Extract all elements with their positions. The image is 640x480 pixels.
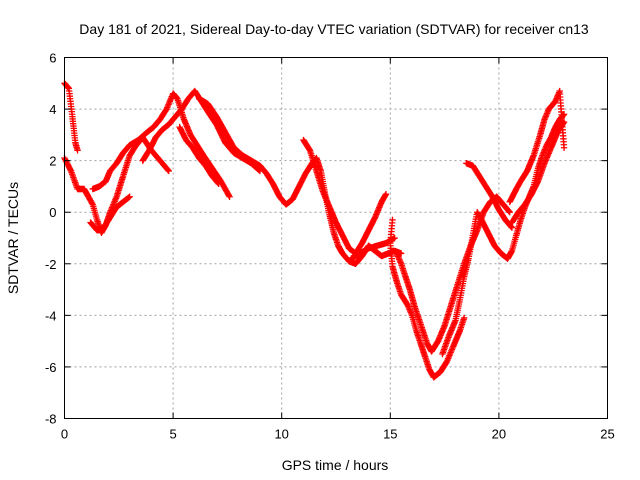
data-point bbox=[126, 193, 133, 200]
series-track-13 bbox=[463, 160, 516, 231]
data-point bbox=[382, 190, 390, 198]
series-track-7 bbox=[195, 95, 405, 267]
x-tick-label: 5 bbox=[169, 427, 176, 442]
y-tick-label: -8 bbox=[45, 412, 57, 427]
data-point bbox=[88, 199, 96, 207]
data-point bbox=[226, 193, 233, 200]
x-tick-label: 0 bbox=[61, 427, 68, 442]
data-point bbox=[560, 144, 568, 151]
plot-frame bbox=[64, 57, 608, 419]
series-track-4 bbox=[89, 90, 233, 200]
data-point bbox=[164, 166, 172, 174]
data-point bbox=[506, 209, 513, 216]
data-point bbox=[560, 119, 567, 127]
data-point bbox=[64, 84, 72, 91]
data-point bbox=[74, 147, 81, 154]
data-point bbox=[67, 166, 74, 173]
series-track-3 bbox=[87, 193, 133, 234]
series-track-10 bbox=[387, 216, 468, 381]
x-tick-label: 25 bbox=[600, 427, 614, 442]
data-point bbox=[214, 179, 222, 187]
x-tick-label: 10 bbox=[274, 427, 288, 442]
data-point bbox=[505, 208, 513, 215]
y-axis-label: SDTVAR / TECUs bbox=[5, 182, 21, 294]
y-tick-label: 4 bbox=[49, 102, 56, 117]
data-point bbox=[460, 314, 468, 322]
series-track-6 bbox=[176, 123, 222, 188]
data-point bbox=[225, 192, 233, 199]
y-tick-label: -6 bbox=[45, 360, 57, 375]
x-tick-label: 20 bbox=[492, 427, 506, 442]
x-axis-label: GPS time / hours bbox=[282, 457, 389, 473]
data-point bbox=[165, 167, 172, 175]
data-marks bbox=[61, 80, 568, 381]
series-track-15 bbox=[508, 118, 568, 226]
y-tick-label: 0 bbox=[49, 205, 56, 220]
y-tick-label: 6 bbox=[49, 51, 56, 66]
tick-labels: 0 5 10 15 20 25 -8 -6 -4 -2 0 2 4 6 bbox=[45, 51, 615, 442]
x-tick-label: 15 bbox=[383, 427, 397, 442]
chart-title: Day 181 of 2021, Sidereal Day-to-day VTE… bbox=[79, 21, 589, 37]
series-track-14 bbox=[506, 87, 568, 206]
series-track-8 bbox=[300, 136, 390, 257]
y-tick-label: -4 bbox=[45, 308, 57, 323]
axis-ticks bbox=[64, 57, 608, 419]
data-point bbox=[215, 180, 222, 188]
data-point bbox=[560, 118, 568, 126]
grid bbox=[64, 57, 608, 419]
y-tick-label: 2 bbox=[49, 154, 56, 169]
y-tick-label: -2 bbox=[45, 257, 57, 272]
series-track-1 bbox=[61, 80, 81, 154]
data-point bbox=[508, 223, 515, 231]
